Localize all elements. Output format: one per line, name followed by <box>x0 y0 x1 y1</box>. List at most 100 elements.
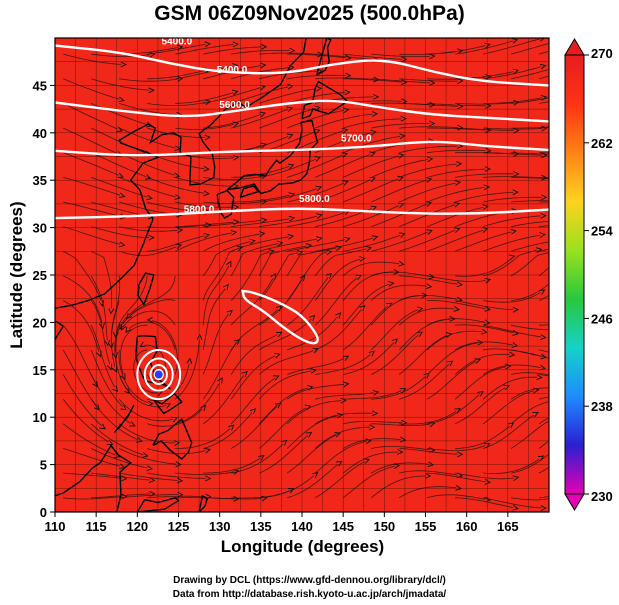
streamline-14 <box>455 497 514 509</box>
streamline-arrow-8 <box>312 472 319 478</box>
streamline-54 <box>62 423 116 456</box>
streamline-arrow-247 <box>455 161 463 167</box>
streamline-120 <box>398 318 451 351</box>
streamline-156 <box>399 294 458 301</box>
x-tick-label: 130 <box>209 519 231 534</box>
typhoon-contour-3 <box>153 368 164 381</box>
streamline-337 <box>427 45 486 55</box>
streamline-arrow-322 <box>539 63 547 70</box>
streamline-arrow-33 <box>512 475 520 482</box>
y-tick-label: 10 <box>33 410 47 425</box>
coast-hainan <box>55 320 65 341</box>
streamline-arrow-54 <box>592 420 597 425</box>
streamline-arrow-191 <box>399 232 406 238</box>
streamline-209 <box>371 203 427 228</box>
chart-title: GSM 06Z09Nov2025 (500.0hPa) <box>154 2 465 25</box>
streamline-195 <box>482 234 541 252</box>
streamline-arrow-188 <box>316 236 323 242</box>
coast-visayas <box>153 392 183 415</box>
streamline-31 <box>427 472 486 483</box>
streamline-288 <box>63 103 118 130</box>
streamline-202 <box>175 221 234 228</box>
streamline-227 <box>371 179 427 203</box>
colorbar-tick-label: 230 <box>591 489 613 504</box>
streamline-arrow-36 <box>589 437 594 442</box>
streamline-arrow-26 <box>305 431 313 438</box>
streamline-arrow-120 <box>416 306 424 313</box>
streamline-arrow-27 <box>334 431 341 438</box>
streamline-49 <box>427 445 486 452</box>
streamline-216 <box>63 201 121 217</box>
streamline-217 <box>91 201 149 217</box>
streamline-127 <box>90 325 116 388</box>
streamline-arrow-256 <box>203 166 210 172</box>
streamline-arrow-259 <box>286 133 294 140</box>
streamline-arrow-24 <box>258 455 265 461</box>
credit-data-source: Data from http://database.rish.kyoto-u.a… <box>172 589 447 600</box>
streamline-arrow-236 <box>146 194 153 201</box>
streamline-arrow-146 <box>106 363 113 371</box>
streamline-104 <box>454 353 510 375</box>
streamline-arrow-158 <box>484 306 491 312</box>
streamline-arrow-246 <box>426 156 434 163</box>
streamline-arrow-114 <box>223 283 229 291</box>
streamline-302 <box>455 102 515 105</box>
streamline-244 <box>343 155 400 178</box>
y-tick-label: 25 <box>33 268 47 283</box>
streamline-arrow-140 <box>483 319 491 326</box>
streamline-arrow-113 <box>125 326 132 334</box>
streamline-arrow-135 <box>325 272 333 279</box>
streamline-46 <box>343 438 401 449</box>
streamline-arrow-87 <box>505 363 512 370</box>
streamline-194 <box>454 231 512 252</box>
streamline-arrow-308 <box>148 87 155 94</box>
streamline-arrow-117 <box>335 312 342 319</box>
streamline-arrow-52 <box>532 411 539 418</box>
streamline-arrow-86 <box>474 358 482 364</box>
streamline-339 <box>483 38 541 55</box>
streamline-29 <box>371 462 429 474</box>
streamline-arrow-46 <box>369 424 376 431</box>
streamline-182 <box>119 246 177 256</box>
streamline-arrow-201 <box>176 227 184 234</box>
streamline-236 <box>119 177 176 198</box>
streamline-126 <box>62 324 96 383</box>
streamline-arrow-330 <box>260 43 268 50</box>
streamline-arrow-232 <box>541 194 548 201</box>
streamline-165 <box>115 275 148 333</box>
x-axis-label: Longitude (degrees) <box>220 537 385 556</box>
streamline-301 <box>427 103 486 107</box>
streamline-118 <box>342 305 389 351</box>
streamline-arrow-280 <box>371 111 379 117</box>
streamline-307 <box>91 78 150 91</box>
streamline-113 <box>202 288 226 350</box>
streamline-arrow-230 <box>483 184 491 191</box>
streamline-199 <box>91 226 150 238</box>
streamline-193 <box>426 229 484 252</box>
streamline-arrow-204 <box>260 217 268 224</box>
contour-label-5: 5700.0 <box>341 133 372 144</box>
grid-layer <box>55 38 549 512</box>
streamline-229 <box>426 187 485 203</box>
streamline-arrow-245 <box>397 152 405 159</box>
streamline-arrow-82 <box>372 390 380 396</box>
streamline-arrow-205 <box>288 215 296 222</box>
streamline-210 <box>399 204 456 228</box>
streamline-arrow-99 <box>342 355 350 361</box>
streamline-arrow-193 <box>453 227 461 233</box>
streamline-arrow-289 <box>116 126 123 132</box>
x-tick-label: 140 <box>291 519 313 534</box>
streamline-223 <box>259 188 317 203</box>
streamline-2 <box>119 494 178 499</box>
streamline-arrow-57 <box>173 440 181 447</box>
streamline-172 <box>342 261 400 277</box>
streamline-318 <box>399 78 458 82</box>
streamline-arrow-102 <box>416 331 424 337</box>
streamline-178 <box>510 252 549 277</box>
streamline-arrow-60 <box>241 370 248 378</box>
streamline-52 <box>510 420 549 449</box>
streamline-arrow-325 <box>120 61 127 68</box>
streamline-155 <box>370 284 427 301</box>
streamline-115 <box>258 318 312 351</box>
streamline-arrow-153 <box>325 249 333 256</box>
